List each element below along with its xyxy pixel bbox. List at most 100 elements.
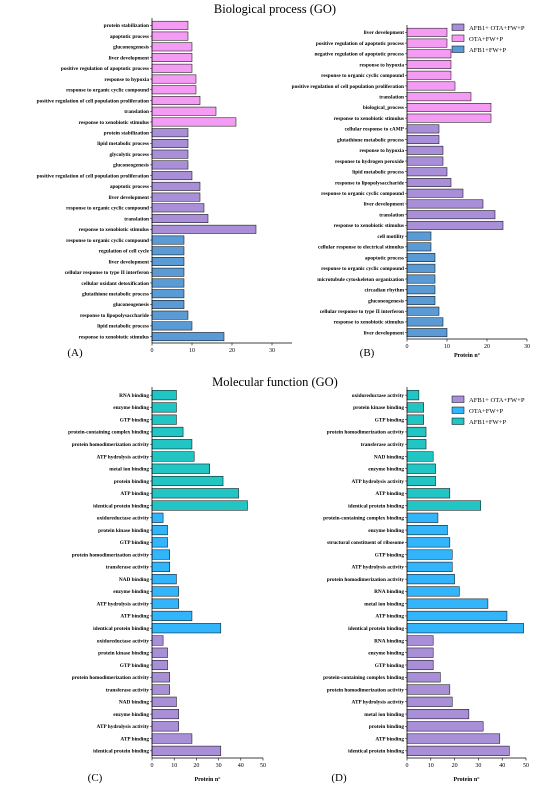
- category-label: circadian rhythm: [365, 288, 405, 294]
- legend-swatch: [451, 34, 465, 42]
- x-axis-label: Protein n°: [194, 776, 221, 783]
- category-label: protein homodimerization activity: [327, 577, 405, 583]
- category-label: cell motility: [377, 234, 404, 240]
- category-label: enzyme binding: [368, 467, 404, 473]
- panel-label: (A): [67, 347, 83, 359]
- category-label: response to lipopolysaccharide: [335, 180, 405, 186]
- x-tick-label: 30: [524, 344, 530, 350]
- category-label: response to xenobiotic stimulus: [79, 227, 149, 233]
- x-tick-label: 0: [406, 763, 409, 769]
- legend-swatch: [451, 23, 465, 31]
- category-label: positive regulation of cell population p…: [292, 84, 404, 90]
- category-label: protein binding: [369, 724, 404, 730]
- category-label: liver development: [364, 202, 405, 208]
- category-label: protein-containing complex binding: [323, 675, 404, 681]
- category-label: apoptotic process: [110, 34, 149, 40]
- x-tick-label: 10: [428, 763, 434, 769]
- category-label: lipid metabolic process: [97, 141, 149, 147]
- category-label: gluconeogenesis: [113, 302, 149, 308]
- category-label: ATP binding: [375, 614, 404, 620]
- category-label: protein-containing complex binding: [323, 516, 404, 522]
- category-label: liver development: [364, 330, 405, 336]
- category-label: ATP hydrolysis activity: [97, 454, 150, 460]
- x-tick-label: 10: [171, 763, 177, 769]
- category-label: apoptotic process: [110, 184, 149, 190]
- category-label: gluconeogenesis: [113, 163, 149, 169]
- category-label: oxidoreductase activity: [97, 516, 149, 522]
- category-label: cellular response to electrical stimulus: [318, 245, 404, 251]
- category-label: response to organic cyclic compound: [66, 206, 149, 212]
- category-label: translation: [379, 212, 404, 218]
- category-label: response to xenobiotic stimulus: [334, 320, 404, 326]
- category-label: response to hypoxia: [359, 148, 404, 154]
- category-label: identical protein binding: [348, 503, 404, 509]
- category-label: translation: [124, 216, 149, 222]
- category-label: protein-containing complex binding: [68, 430, 149, 436]
- x-axis-label: Protein n°: [454, 352, 481, 359]
- category-label: NAD binding: [374, 454, 405, 460]
- category-label: cellular oxidant detoxification: [81, 281, 149, 287]
- category-label: GTP binding: [375, 552, 405, 558]
- category-label: response to xenobiotic stimulus: [334, 223, 404, 229]
- category-label: RNA binding: [374, 638, 404, 644]
- category-label: response to organic cyclic compound: [321, 266, 404, 272]
- category-label: GTP binding: [120, 663, 150, 669]
- category-label: NAD binding: [119, 700, 150, 706]
- x-tick-label: 40: [238, 763, 244, 769]
- category-label: RNA binding: [374, 589, 404, 595]
- category-label: ATP binding: [375, 491, 404, 497]
- x-tick-label: 10: [189, 348, 195, 354]
- x-tick-label: 30: [269, 348, 275, 354]
- category-label: GTP binding: [120, 417, 150, 423]
- category-label: response to organic cyclic compound: [321, 73, 404, 79]
- legend-swatch: [451, 395, 465, 403]
- category-label: enzyme binding: [113, 589, 149, 595]
- category-label: RNA binding: [119, 393, 149, 399]
- category-label: response to hydrogen peroxide: [335, 159, 405, 165]
- x-tick-label: 30: [216, 763, 222, 769]
- category-label: protein homodimerization activity: [72, 675, 150, 681]
- category-label: ATP hydrolysis activity: [352, 700, 405, 706]
- category-label: metal ion binding: [364, 712, 404, 718]
- x-tick-label: 20: [193, 763, 199, 769]
- category-label: identical protein binding: [93, 749, 149, 755]
- category-label: ATP binding: [375, 736, 404, 742]
- x-axis-label: Protein n°: [453, 776, 480, 783]
- category-label: transferase activity: [361, 442, 405, 448]
- category-label: ATP hydrolysis activity: [97, 601, 150, 607]
- x-tick-label: 0: [151, 763, 154, 769]
- category-label: enzyme binding: [368, 651, 404, 657]
- category-label: glycolytic process: [110, 152, 149, 158]
- category-label: response to organic cyclic compound: [66, 88, 149, 94]
- category-label: protein kinase binding: [98, 651, 149, 657]
- category-label: response to organic cyclic compound: [66, 238, 149, 244]
- category-label: identical protein binding: [348, 749, 404, 755]
- category-label: liver development: [109, 259, 150, 265]
- x-tick-label: 50: [523, 763, 529, 769]
- category-label: cellular response to type II interferon: [320, 309, 404, 315]
- x-tick-label: 20: [484, 344, 490, 350]
- category-label: response to xenobiotic stimulus: [79, 120, 149, 126]
- category-label: liver development: [109, 195, 150, 201]
- legend-label: OTA+FW+P: [469, 36, 503, 43]
- category-label: ATP hydrolysis activity: [97, 724, 150, 730]
- category-label: transferase activity: [106, 565, 150, 571]
- category-label: ATP binding: [120, 614, 149, 620]
- category-label: positive regulation of apoptotic process: [316, 41, 404, 47]
- category-label: response to hypoxia: [359, 62, 404, 68]
- x-tick-label: 0: [406, 344, 409, 350]
- panel-label: (B): [360, 347, 375, 359]
- legend-label: AFB1+ OTA+FW+P: [469, 25, 525, 32]
- category-label: protein homodimerization activity: [72, 442, 150, 448]
- category-label: translation: [124, 109, 149, 115]
- x-tick-label: 0: [151, 348, 154, 354]
- category-label: GTP binding: [375, 417, 405, 423]
- category-label: microtubule cytoskeleton organization: [317, 277, 404, 283]
- category-label: oxidoreductase activity: [97, 638, 149, 644]
- category-label: transferase activity: [106, 687, 150, 693]
- category-label: metal ion binding: [109, 467, 149, 473]
